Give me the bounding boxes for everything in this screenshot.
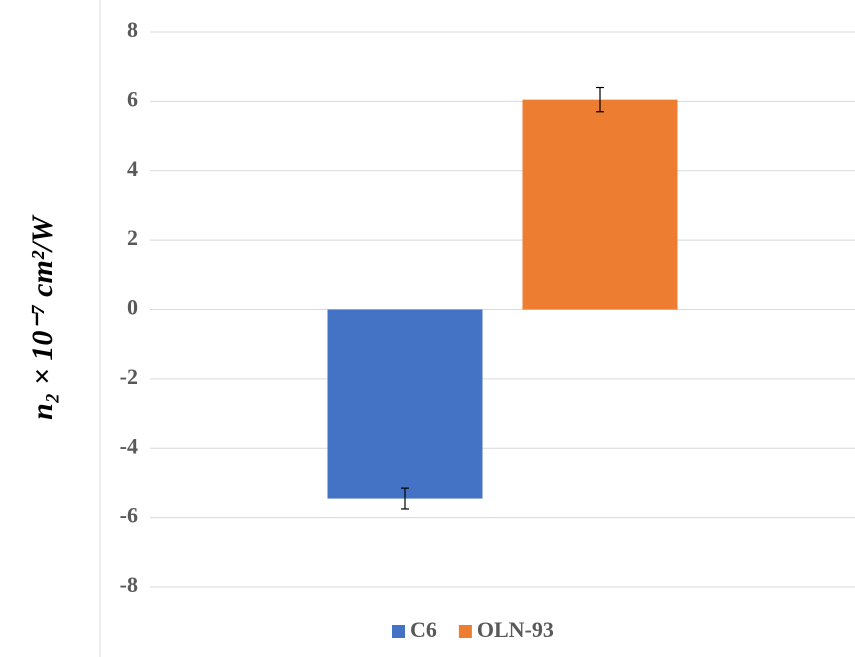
legend-swatch	[458, 625, 472, 638]
y-tick-label: -4	[120, 433, 138, 458]
error-bar	[596, 86, 604, 113]
error-bar	[401, 487, 409, 510]
y-tick-label: 4	[127, 156, 138, 181]
bar	[327, 309, 483, 499]
y-tick-label: -6	[120, 503, 138, 528]
y-tick-label: -2	[120, 364, 138, 389]
bar	[522, 99, 678, 310]
y-axis-label: n₂ × 10⁻⁷ cm²/W	[26, 214, 59, 420]
y-tick-label: 6	[127, 86, 138, 111]
y-tick-label: 8	[127, 17, 138, 42]
y-tick-label: 0	[127, 295, 138, 320]
legend-label: OLN-93	[477, 617, 554, 642]
legend-label: C6	[410, 617, 437, 642]
y-tick-label: -8	[120, 572, 138, 597]
y-tick-label: 2	[127, 225, 138, 250]
legend-swatch	[392, 625, 405, 638]
